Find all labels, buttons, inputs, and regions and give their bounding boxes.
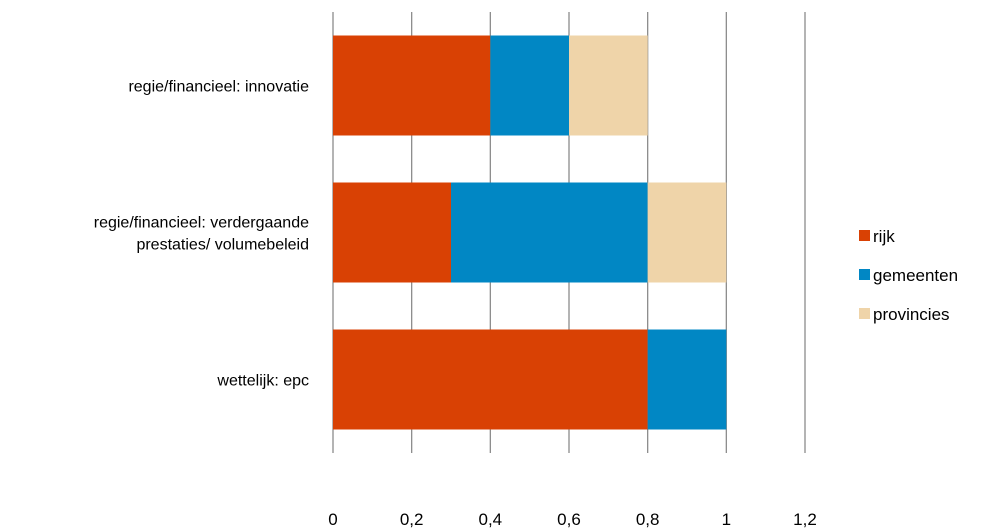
- category-label-1: regie/financieel: verdergaande prestaties…: [94, 215, 309, 254]
- bar-provincies-1: [647, 182, 727, 283]
- bars: [333, 35, 727, 430]
- bar-rijk-2: [333, 329, 648, 430]
- legend-label-rijk: rijk: [873, 227, 895, 246]
- bar-provincies-0: [569, 35, 648, 136]
- x-tick-label-0: 0: [328, 510, 337, 529]
- legend-label-provincies: provincies: [873, 305, 950, 324]
- legend: rijk gemeenten provincies: [859, 227, 958, 324]
- bar-rijk-0: [333, 35, 491, 136]
- x-tick-label-5: 1: [722, 510, 731, 529]
- category-labels: regie/financieel: innovatie regie/financi…: [94, 79, 309, 390]
- legend-swatch-rijk: [859, 230, 870, 241]
- category-label-0: regie/financieel: innovatie: [128, 79, 309, 96]
- bar-gemeenten-0: [490, 35, 569, 136]
- x-tick-labels: 0 0,2 0,4 0,6 0,8 1 1,2: [328, 510, 817, 529]
- x-tick-label-6: 1,2: [793, 510, 817, 529]
- bar-gemeenten-2: [647, 329, 727, 430]
- category-label-2: wettelijk: epc: [216, 373, 309, 390]
- x-tick-label-1: 0,2: [400, 510, 424, 529]
- x-tick-label-3: 0,6: [557, 510, 581, 529]
- legend-swatch-provincies: [859, 308, 870, 319]
- bar-gemeenten-1: [451, 182, 648, 283]
- x-tick-label-2: 0,4: [479, 510, 503, 529]
- bar-rijk-1: [333, 182, 451, 283]
- legend-label-gemeenten: gemeenten: [873, 266, 958, 285]
- legend-swatch-gemeenten: [859, 269, 870, 280]
- x-tick-label-4: 0,8: [636, 510, 660, 529]
